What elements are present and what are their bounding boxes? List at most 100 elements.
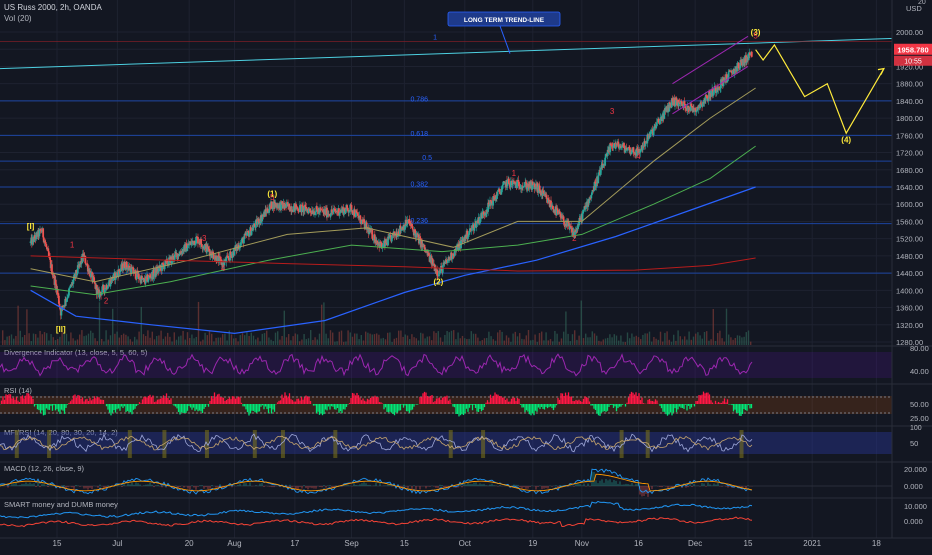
volume-bar xyxy=(437,331,439,345)
candle-body xyxy=(731,70,734,74)
candle-body xyxy=(319,208,322,210)
volume-bar xyxy=(519,333,521,345)
volume-bar xyxy=(120,334,123,345)
candle-body xyxy=(219,257,222,260)
candle-body xyxy=(670,98,673,108)
volume-bar xyxy=(340,330,343,345)
volume-bar xyxy=(457,332,459,345)
candle-body xyxy=(501,188,503,190)
candle-body xyxy=(470,228,473,231)
candle-body xyxy=(86,264,89,265)
volume-bar xyxy=(633,336,635,345)
candle-body xyxy=(58,303,61,307)
volume-bar xyxy=(206,335,208,345)
volume-bar xyxy=(664,332,666,345)
candle-body xyxy=(300,204,303,213)
countdown-badge xyxy=(894,55,932,66)
ma-blue-line xyxy=(30,186,756,335)
candle-body xyxy=(356,213,359,216)
candle-body xyxy=(630,151,633,155)
volume-bar xyxy=(217,337,219,345)
candle-body xyxy=(348,210,351,212)
candle-body xyxy=(570,226,573,229)
candle-body xyxy=(164,260,167,261)
candle-body xyxy=(701,102,704,107)
volume-bar xyxy=(186,332,189,345)
volume-bar xyxy=(409,339,411,345)
candle-body xyxy=(502,181,505,185)
volume-bar xyxy=(640,339,642,345)
wave-label-minor: 3 xyxy=(610,107,615,116)
candle-body xyxy=(604,157,607,166)
volume-bar xyxy=(439,337,442,345)
volume-bar xyxy=(523,339,525,345)
volume-bar xyxy=(393,338,395,345)
candle-body xyxy=(559,213,562,217)
candle-body xyxy=(233,247,236,256)
candle-body xyxy=(227,256,230,258)
candle-body xyxy=(597,176,600,184)
volume-bar xyxy=(134,336,136,345)
volume-bar xyxy=(615,335,618,345)
volume-bar xyxy=(164,336,167,345)
candle-body xyxy=(614,143,617,149)
volume-bar xyxy=(455,339,457,345)
candle-body xyxy=(455,245,458,251)
candle-body xyxy=(653,126,656,129)
volume-bar xyxy=(637,337,640,345)
candle-body xyxy=(262,215,265,216)
volume-bar xyxy=(714,340,717,345)
candle-body xyxy=(552,205,554,210)
candle-body xyxy=(730,71,733,73)
candle-body xyxy=(736,62,739,72)
candle-body xyxy=(93,281,96,284)
candle-body xyxy=(56,288,59,295)
volume-bar xyxy=(72,338,74,345)
volume-bar xyxy=(81,330,83,345)
candle-body xyxy=(414,229,416,233)
mfi-highlight xyxy=(448,430,453,458)
candle-body xyxy=(745,62,748,63)
last-price-badge xyxy=(894,43,932,55)
callout-label: LONG TERM TREND-LINE xyxy=(464,17,545,24)
candle-body xyxy=(575,228,578,233)
candle-body xyxy=(674,97,677,106)
candle-body xyxy=(717,87,720,91)
trend-line xyxy=(0,37,893,70)
macd-line xyxy=(0,468,753,495)
candle-body xyxy=(710,91,713,97)
volume-bar xyxy=(334,341,336,345)
candle-body xyxy=(347,209,350,213)
candle-body xyxy=(49,257,51,260)
candle-body xyxy=(314,214,316,216)
candle-body xyxy=(582,209,585,212)
candle-body xyxy=(338,208,340,216)
candle-body xyxy=(173,254,176,260)
volume-bar xyxy=(230,334,233,345)
volume-bar xyxy=(666,331,668,345)
volume-bar xyxy=(472,333,475,345)
candle-body xyxy=(198,242,201,244)
volume-bar xyxy=(530,340,532,345)
candle-body xyxy=(84,255,87,264)
candle-body xyxy=(547,198,550,200)
candle-body xyxy=(738,68,741,69)
volume-bar xyxy=(613,334,615,345)
candle-body xyxy=(348,211,350,213)
candle-body xyxy=(296,207,299,209)
candle-body xyxy=(707,98,710,102)
volume-bar xyxy=(578,335,580,345)
candle-body xyxy=(471,225,474,229)
candle-body xyxy=(97,288,99,291)
mfi-highlight xyxy=(47,430,52,458)
candle-body xyxy=(193,240,196,245)
candle-body xyxy=(266,208,269,212)
candle-body xyxy=(479,218,481,224)
volume-bar xyxy=(354,333,356,345)
price-tick-label: 1800.00 xyxy=(896,114,923,123)
candle-body xyxy=(351,210,354,214)
volume-bar xyxy=(571,334,574,345)
candle-body xyxy=(671,98,674,102)
